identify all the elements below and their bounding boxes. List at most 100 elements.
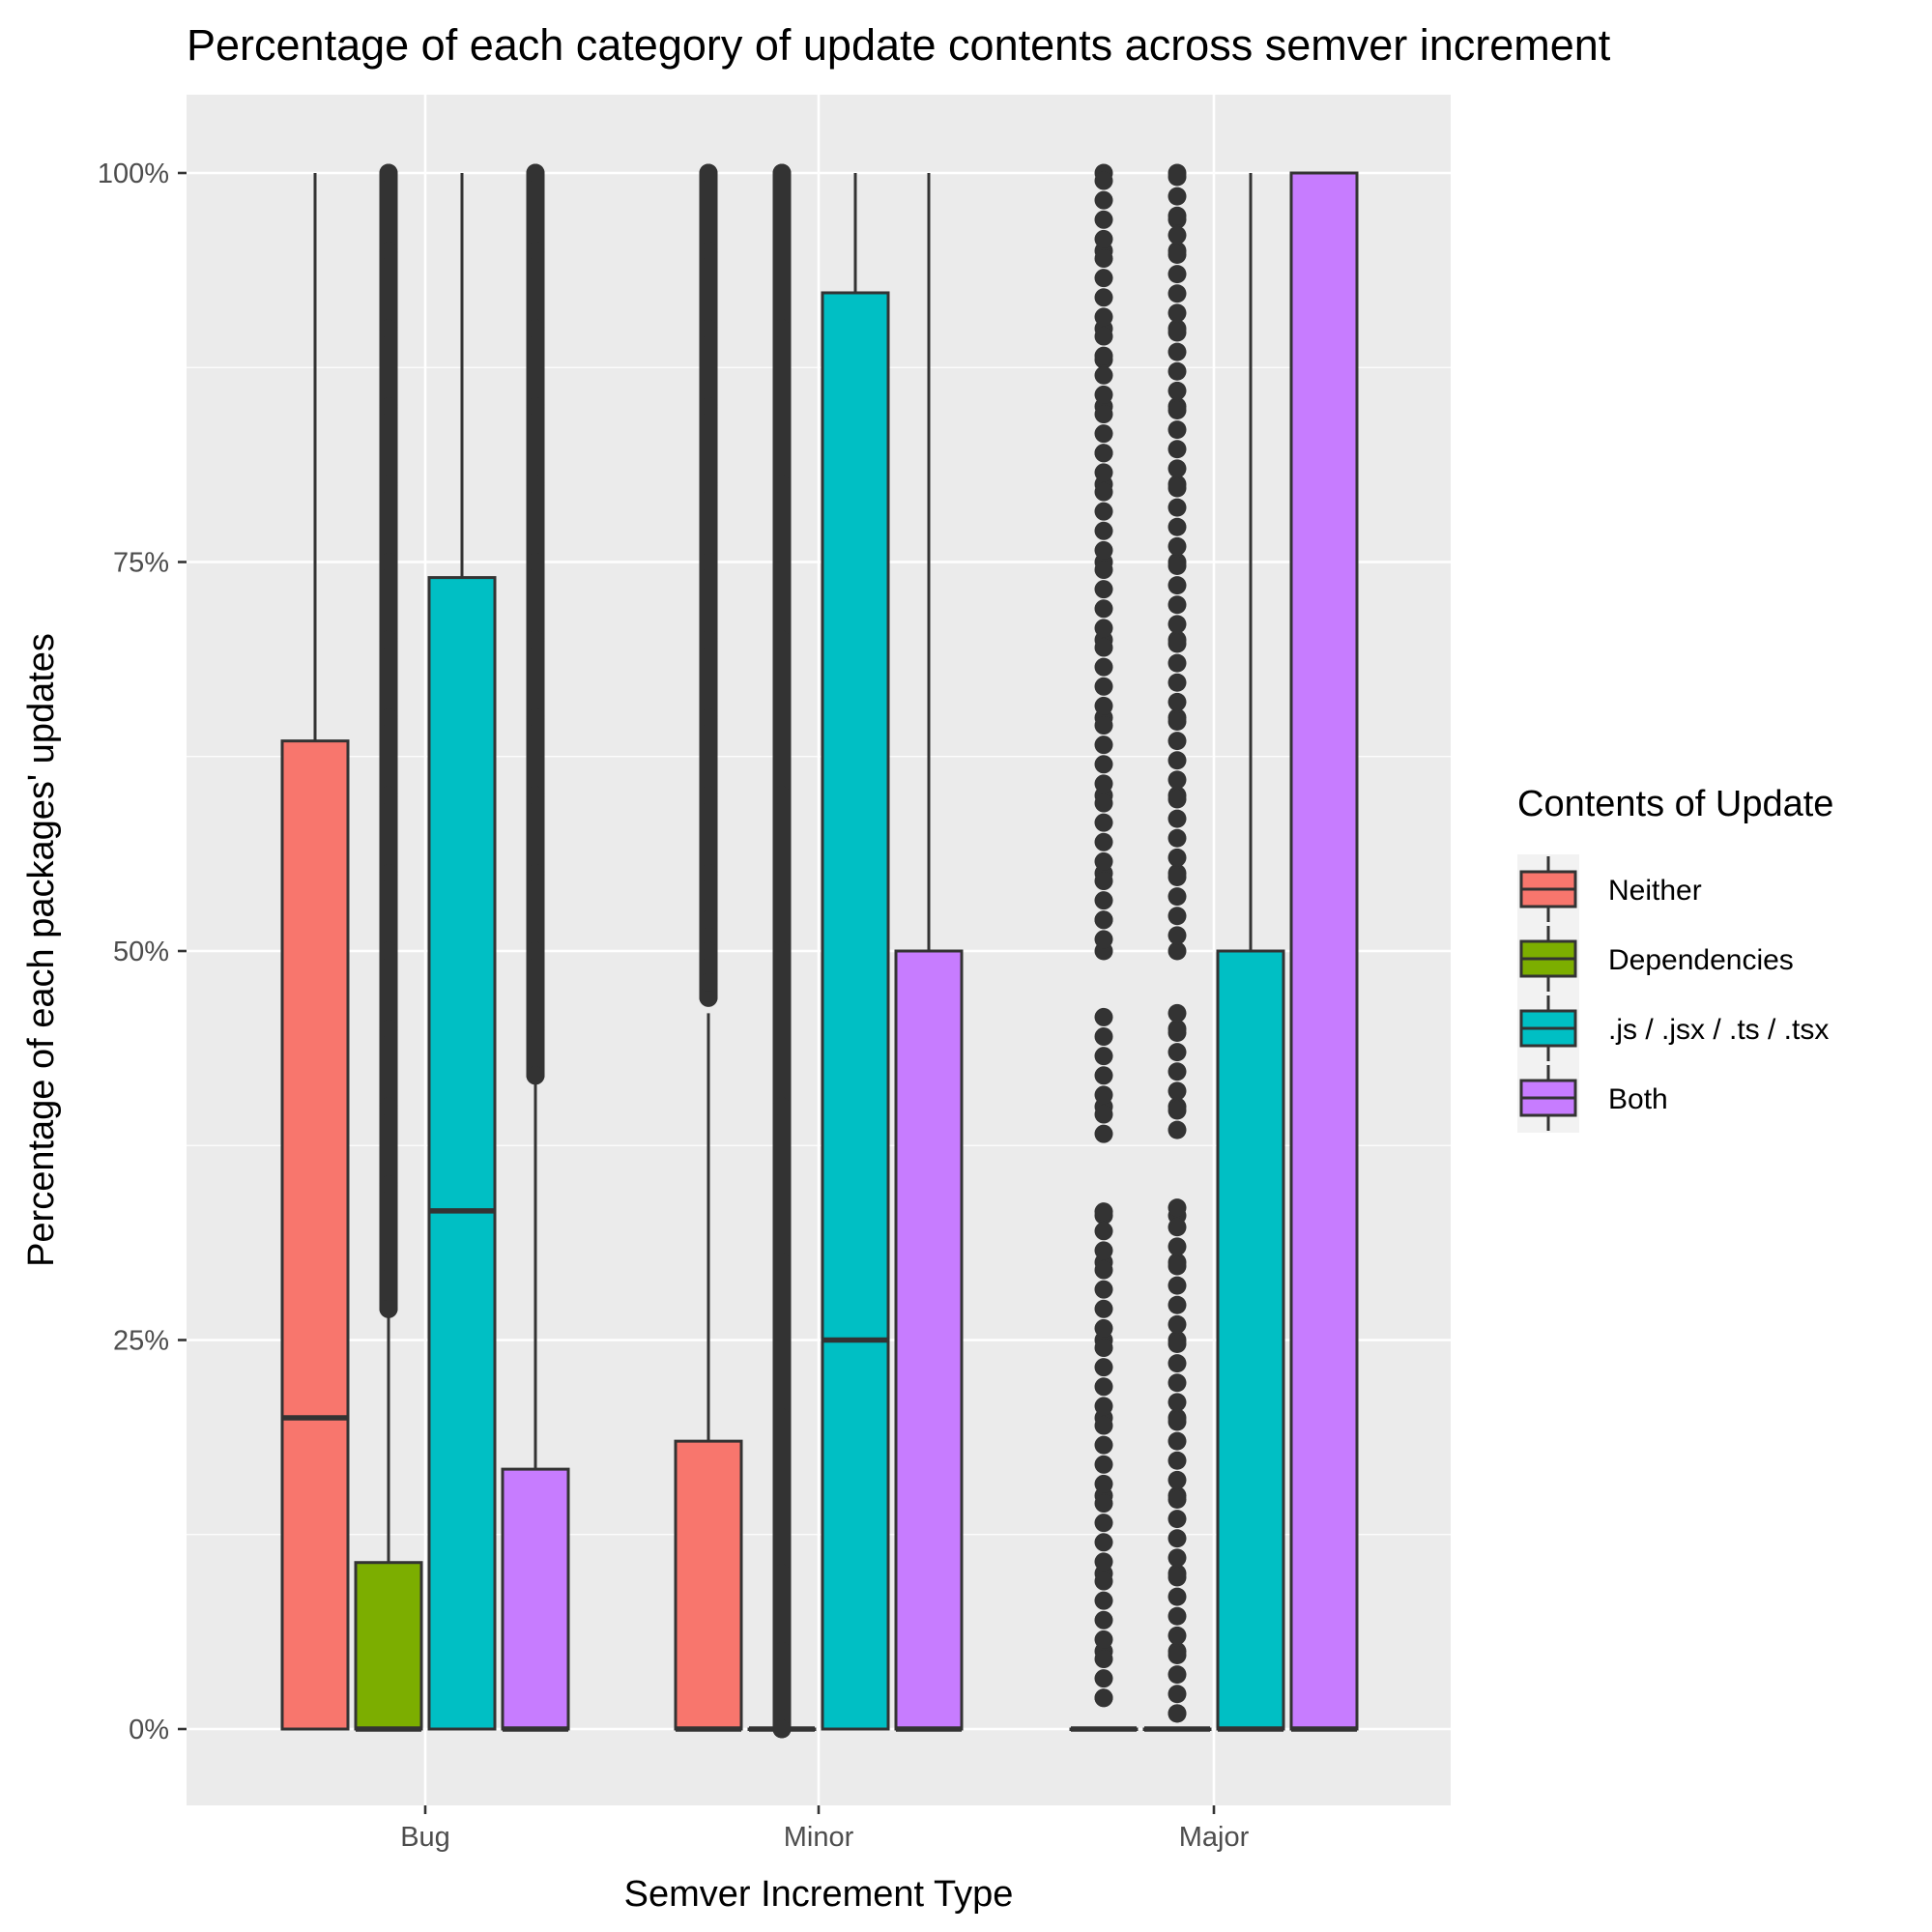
- outlier-point: [1168, 1314, 1187, 1334]
- box-neither-bug: [280, 173, 350, 1731]
- box-body: [427, 576, 497, 1731]
- outlier-point: [1094, 307, 1113, 327]
- outlier-point: [379, 1253, 398, 1272]
- outlier-point: [1168, 1256, 1187, 1276]
- outlier-point: [1168, 167, 1187, 187]
- outlier-point: [772, 1642, 792, 1660]
- outlier-point: [379, 163, 398, 183]
- y-tick-label-1: 25%: [113, 1326, 169, 1357]
- box-body: [280, 739, 350, 1731]
- outlier-point: [1094, 599, 1113, 619]
- outlier-point: [1094, 851, 1113, 871]
- outlier-point: [1094, 755, 1113, 774]
- outlier-point: [1094, 813, 1113, 832]
- box-body: [501, 1467, 570, 1731]
- outlier-point: [1168, 595, 1187, 615]
- outlier-point: [1168, 284, 1187, 303]
- outlier-point: [699, 163, 718, 183]
- outlier-point: [1168, 1412, 1187, 1431]
- outlier-point: [772, 319, 792, 338]
- outlier-point: [379, 553, 398, 571]
- outlier-point: [1094, 444, 1113, 463]
- outlier-point: [1168, 401, 1187, 420]
- legend-item-2: .js / .jsx / .ts / .tsx: [1517, 994, 1829, 1063]
- outlier-point: [1094, 346, 1113, 365]
- outlier-point: [699, 972, 718, 992]
- outlier-point: [1094, 1572, 1113, 1591]
- outlier-point: [772, 1253, 792, 1272]
- outlier-point: [1168, 225, 1187, 245]
- outlier-point: [1094, 365, 1113, 385]
- outlier-point: [1168, 673, 1187, 692]
- outlier-point: [379, 864, 398, 882]
- legend: Contents of Update Neither Dependencies .j…: [1517, 784, 1833, 1133]
- outlier-point: [1094, 1318, 1113, 1338]
- outlier-point: [1168, 498, 1187, 517]
- outlier-point: [1168, 342, 1187, 361]
- y-axis-title: Percentage of each packages' updates: [21, 633, 62, 1267]
- outlier-point: [1094, 463, 1113, 482]
- outlier-point: [772, 163, 792, 183]
- outlier-point: [1094, 1241, 1113, 1260]
- outlier-point: [1094, 1085, 1113, 1105]
- outlier-point: [526, 242, 545, 260]
- outlier-point: [379, 475, 398, 494]
- outlier-point: [1094, 580, 1113, 599]
- outlier-point: [699, 319, 718, 338]
- y-tick-label-3: 75%: [113, 548, 169, 579]
- outlier-point: [1168, 712, 1187, 732]
- outlier-point: [1168, 1606, 1187, 1626]
- outlier-point: [699, 786, 718, 805]
- outlier-point: [1094, 1377, 1113, 1397]
- legend-label-2: .js / .jsx / .ts / .tsx: [1608, 1014, 1829, 1046]
- outlier-point: [379, 786, 398, 805]
- outlier-point: [1168, 1024, 1187, 1043]
- outlier-point: [1168, 615, 1187, 634]
- box-both-minor: [894, 173, 964, 1732]
- outlier-point: [1094, 1124, 1113, 1143]
- legend-item-1: Dependencies: [1517, 924, 1794, 994]
- outlier-point: [699, 397, 718, 416]
- outlier-point: [526, 864, 545, 882]
- outlier-point: [1168, 1335, 1187, 1354]
- outlier-point: [1168, 1490, 1187, 1510]
- outlier-point: [772, 475, 792, 494]
- outlier-point: [526, 1020, 545, 1038]
- outlier-point: [1094, 1669, 1113, 1688]
- outlier-point: [699, 708, 718, 727]
- box-dependencies-minor: [747, 163, 817, 1739]
- box--js-jsx-ts-tsx-bug: [427, 173, 497, 1731]
- legend-title: Contents of Update: [1517, 784, 1833, 824]
- outlier-point: [526, 163, 545, 183]
- outlier-point: [1168, 381, 1187, 400]
- outlier-point: [699, 242, 718, 260]
- outlier-point: [526, 708, 545, 727]
- axes: 0% 25% 50% 75% 100% Bug Minor Major: [98, 159, 1250, 1853]
- outlier-point: [1168, 1431, 1187, 1451]
- outlier-point: [699, 988, 718, 1007]
- outlier-point: [1094, 561, 1113, 580]
- outlier-point: [1094, 1047, 1113, 1066]
- box-neither-minor: [674, 163, 743, 1732]
- outlier-point: [1168, 634, 1187, 653]
- legend-item-0: Neither: [1517, 854, 1702, 924]
- outlier-point: [1094, 1610, 1113, 1629]
- outlier-point: [1094, 891, 1113, 910]
- outlier-point: [699, 630, 718, 649]
- outlier-point: [1094, 1222, 1113, 1241]
- box-body: [354, 1561, 423, 1731]
- outlier-point: [1168, 848, 1187, 867]
- outlier-point: [1168, 440, 1187, 459]
- outlier-point: [1094, 774, 1113, 793]
- outlier-point: [1094, 405, 1113, 424]
- outlier-point: [1168, 907, 1187, 926]
- outlier-point: [1168, 926, 1187, 945]
- outlier-point: [1094, 1260, 1113, 1280]
- outlier-point: [1168, 1218, 1187, 1237]
- outlier-point: [379, 242, 398, 260]
- outlier-point: [1168, 692, 1187, 711]
- outlier-point: [1094, 249, 1113, 269]
- outlier-point: [1094, 930, 1113, 949]
- outlier-point: [1094, 288, 1113, 307]
- box--js-jsx-ts-tsx-major: [1216, 173, 1285, 1732]
